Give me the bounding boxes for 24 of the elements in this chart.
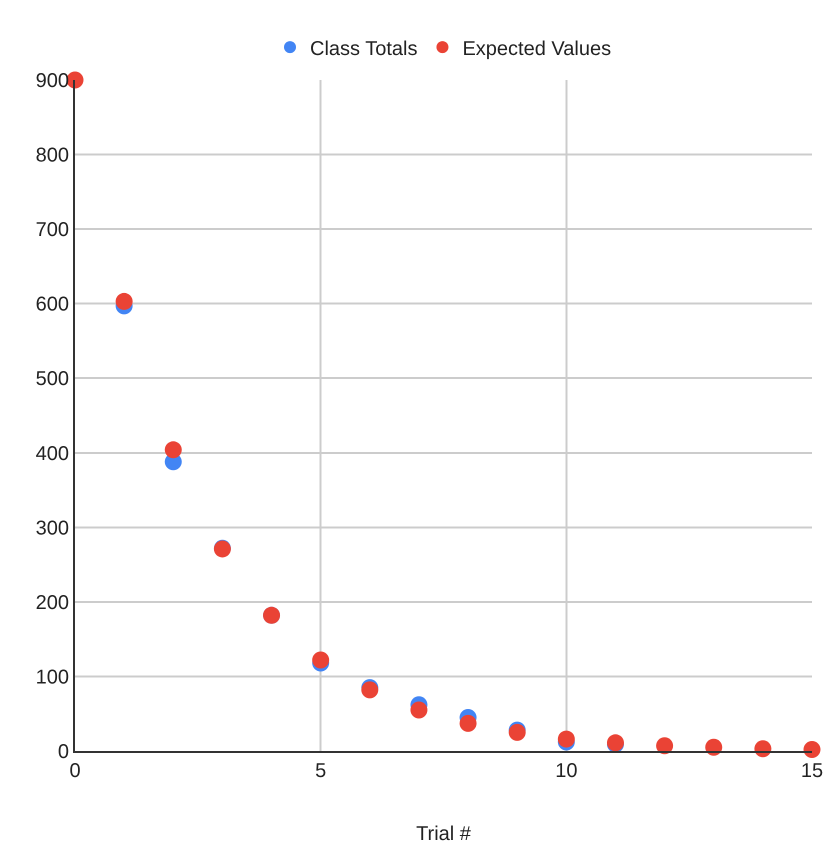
- point: [164, 441, 182, 458]
- x-tick-label: 10: [555, 760, 578, 782]
- x-tick-label: 15: [800, 760, 824, 782]
- y-tick-label: 300: [36, 517, 69, 540]
- y-tick-label: 800: [36, 144, 69, 167]
- point: [460, 714, 477, 732]
- point: [312, 652, 330, 669]
- y-tick-label: 400: [36, 442, 69, 465]
- y-tick-label: 900: [36, 70, 69, 92]
- point: [410, 701, 428, 718]
- y-tick-label: 200: [36, 592, 69, 614]
- point: [116, 292, 133, 310]
- legend-label: Expected Values: [462, 38, 612, 60]
- y-tick-label: 500: [36, 368, 69, 390]
- y-tick-label: 0: [58, 741, 69, 763]
- y-tick-label: 700: [36, 219, 69, 242]
- point: [558, 730, 575, 748]
- y-tick-label: 600: [36, 294, 69, 316]
- y-tick-label: 100: [36, 666, 69, 688]
- point: [804, 741, 820, 758]
- x-tick-label: 5: [315, 760, 326, 782]
- point: [656, 737, 674, 754]
- legend-label: Class Totals: [310, 38, 418, 60]
- x-axis-title: Trial #: [416, 823, 472, 845]
